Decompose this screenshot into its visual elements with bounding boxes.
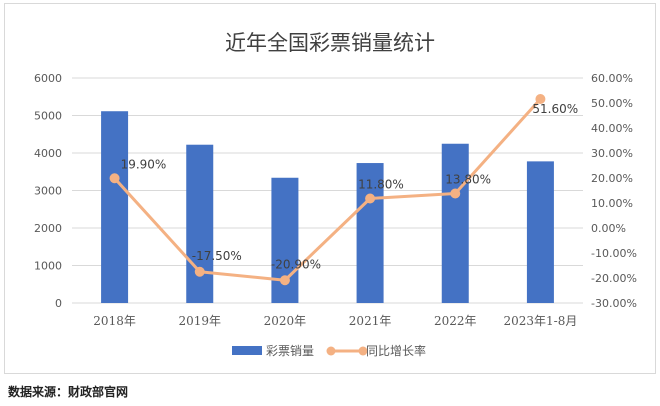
y-left-tick-label: 5000: [34, 110, 62, 123]
growth-point: [365, 193, 376, 204]
x-tick-label: 2018年: [93, 314, 136, 328]
line-layer: [109, 94, 546, 286]
growth-data-label: -20.90%: [271, 257, 321, 271]
axes-layer: 0 1000 2000 3000 4000 5000 6000 -30.00% -20.00% -…: [34, 72, 637, 328]
y-right-tick-label: 10.00%: [591, 197, 633, 210]
growth-data-label: 11.80%: [358, 178, 404, 192]
bar: [186, 144, 214, 303]
bar: [356, 163, 384, 303]
y-right-tick-label: 20.00%: [591, 172, 633, 185]
y-left-tick-label: 2000: [34, 222, 62, 235]
y-right-tick-label: -20.00%: [591, 272, 637, 285]
growth-data-label: -17.50%: [192, 249, 242, 263]
y-left-tick-label: 3000: [34, 185, 62, 198]
y-right-tick-label: -10.00%: [591, 247, 637, 260]
legend-swatch-marker-end: [358, 346, 368, 356]
legend: 彩票销量 同比增长率: [232, 343, 426, 358]
growth-point: [194, 266, 205, 277]
growth-data-label: 51.60%: [532, 102, 578, 116]
bar: [101, 111, 129, 303]
chart-title: 近年全国彩票销量统计: [225, 31, 435, 55]
x-tick-label: 2020年: [264, 314, 307, 328]
x-tick-label: 2023年1-8月: [503, 314, 577, 328]
legend-swatch-bar: [232, 346, 262, 355]
bar: [526, 161, 554, 303]
y-left-tick-label: 4000: [34, 147, 62, 160]
y-right-tick-label: 30.00%: [591, 147, 633, 160]
bar: [441, 143, 469, 303]
legend-label-bar: 彩票销量: [266, 344, 314, 358]
growth-data-label: 13.80%: [445, 173, 491, 187]
bars-layer: [101, 111, 554, 303]
growth-line: [113, 97, 542, 282]
y-right-tick-label: 40.00%: [591, 122, 633, 135]
labels-layer: 19.90% -17.50% -20.90% 11.80% 13.80% 51.60%: [121, 102, 579, 271]
y-right-tick-label: 50.00%: [591, 97, 633, 110]
y-left-tick-label: 1000: [34, 260, 62, 273]
x-tick-label: 2022年: [434, 314, 477, 328]
grid-layer: [72, 77, 583, 304]
source-note: 数据来源：财政部官网: [8, 385, 129, 399]
y-left-tick-label: 0: [55, 297, 62, 310]
y-right-tick-label: 0.00%: [591, 222, 626, 235]
y-left-tick-label: 6000: [34, 72, 62, 85]
y-right-tick-label: 60.00%: [591, 72, 633, 85]
growth-data-label: 19.90%: [121, 157, 167, 171]
x-tick-label: 2019年: [178, 314, 221, 328]
growth-point: [535, 94, 546, 104]
x-tick-label: 2021年: [349, 314, 392, 328]
growth-point: [279, 275, 290, 286]
growth-point: [109, 173, 120, 184]
legend-swatch-marker: [326, 346, 336, 356]
legend-label-line: 同比增长率: [366, 343, 426, 358]
y-right-tick-label: -30.00%: [591, 297, 637, 310]
growth-point: [450, 188, 461, 199]
